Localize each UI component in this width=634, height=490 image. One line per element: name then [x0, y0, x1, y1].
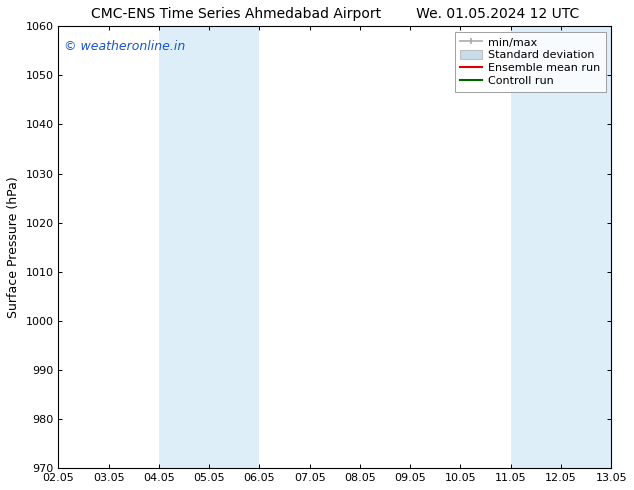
Y-axis label: Surface Pressure (hPa): Surface Pressure (hPa) — [7, 176, 20, 318]
Text: © weatheronline.in: © weatheronline.in — [64, 40, 185, 52]
Title: CMC-ENS Time Series Ahmedabad Airport        We. 01.05.2024 12 UTC: CMC-ENS Time Series Ahmedabad Airport We… — [91, 7, 579, 21]
Bar — [511, 26, 611, 468]
Bar — [159, 26, 259, 468]
Legend: min/max, Standard deviation, Ensemble mean run, Controll run: min/max, Standard deviation, Ensemble me… — [455, 32, 605, 92]
